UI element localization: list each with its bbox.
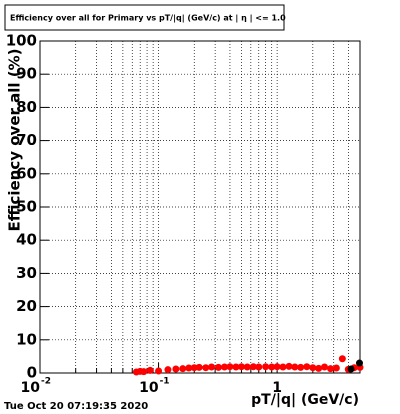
point (321, 363, 329, 371)
x-tick-label: 10 (139, 380, 159, 396)
point (155, 367, 163, 375)
x-axis-label: pT/|q| (GeV/c) (251, 392, 359, 408)
point (243, 363, 251, 371)
point (214, 363, 222, 371)
point (202, 364, 210, 372)
y-tick-label: 80 (16, 98, 37, 116)
y-tick-label: 50 (16, 198, 37, 216)
x-tick-label: 10 (21, 380, 41, 396)
point (255, 363, 263, 371)
plot-frame (39, 40, 361, 374)
title-box (4, 4, 285, 31)
y-tick-label: 90 (16, 65, 37, 83)
point (347, 365, 355, 373)
point (140, 368, 148, 376)
x-tick-label: 1 (272, 380, 282, 396)
y-tick-label: 70 (16, 131, 37, 149)
x-tick-exponent: -1 (160, 377, 170, 387)
chart-title: Efficiency over all for Primary vs pT/|q… (10, 14, 286, 23)
point (355, 359, 363, 367)
point (208, 363, 216, 371)
timestamp: Tue Oct 20 07:19:35 2020 (4, 401, 148, 412)
y-tick-label: 30 (16, 264, 37, 282)
point (327, 365, 335, 373)
point (185, 364, 193, 372)
point (195, 363, 203, 371)
point (268, 363, 276, 371)
y-axis-label: Efficiency over all (%) (6, 49, 24, 232)
point (303, 363, 311, 371)
point (179, 365, 187, 373)
point (164, 366, 172, 374)
y-tick-label: 60 (16, 164, 37, 182)
point (221, 363, 229, 371)
point (338, 355, 346, 363)
point (237, 363, 245, 371)
point (291, 363, 299, 371)
point (273, 363, 281, 371)
point (146, 366, 154, 374)
point (226, 363, 234, 371)
y-tick-label: 40 (16, 231, 37, 249)
point (232, 363, 240, 371)
point (332, 364, 340, 372)
point (285, 362, 293, 370)
y-tick-label: 20 (16, 297, 37, 315)
point (309, 364, 317, 372)
y-tick-label: 100 (6, 32, 37, 50)
point (262, 363, 270, 371)
point (279, 363, 287, 371)
point (172, 365, 180, 373)
y-tick-label: 0 (27, 364, 37, 382)
point (297, 363, 305, 371)
point (315, 364, 323, 372)
y-tick-label: 10 (16, 330, 37, 348)
point (249, 363, 257, 371)
x-tick-exponent: -2 (41, 377, 51, 387)
